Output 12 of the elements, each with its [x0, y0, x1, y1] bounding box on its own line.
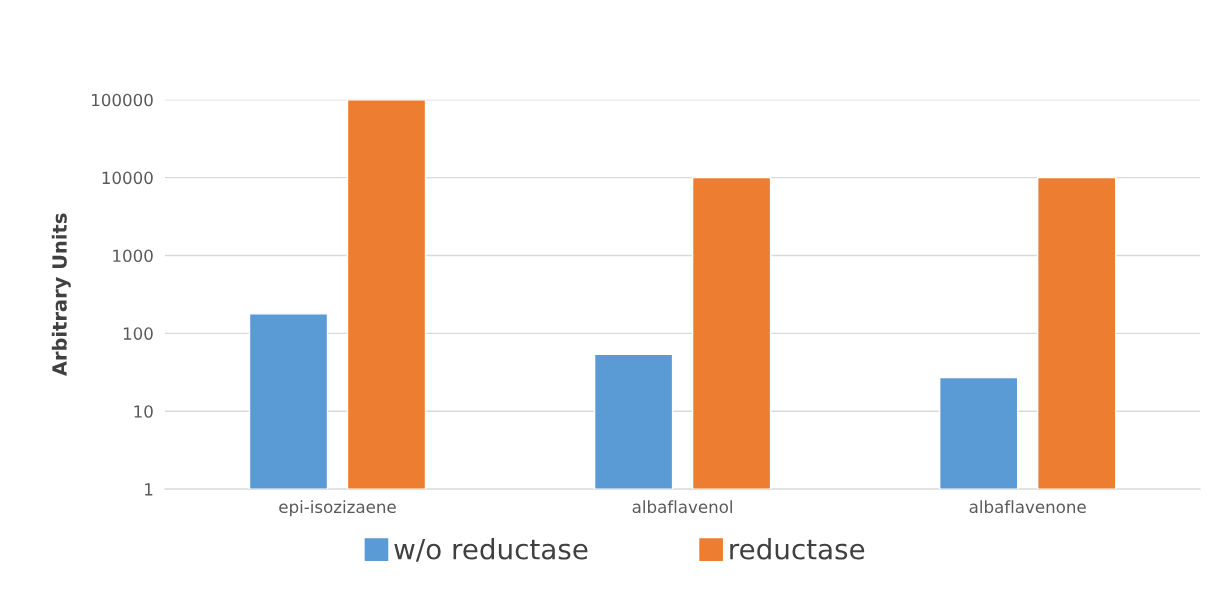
y-tick-label: 100000: [92, 93, 153, 107]
x-tick-label: albaflavenol: [632, 500, 732, 514]
y-tick-label: 100: [123, 327, 153, 340]
y-tick-label: 10000: [102, 171, 153, 185]
y-tick-label: 1000: [113, 249, 153, 263]
legend-label: w/o reductase: [394, 538, 588, 562]
x-tick-label: albaflavenone: [969, 500, 1086, 514]
x-tick-label: epi-isozizaene: [279, 500, 396, 517]
legend-label: reductase: [730, 538, 865, 560]
y-tick-label: 1: [145, 483, 153, 496]
y-axis-title: Arbitrary Units: [51, 213, 71, 377]
y-tick-label: 10: [134, 405, 153, 418]
